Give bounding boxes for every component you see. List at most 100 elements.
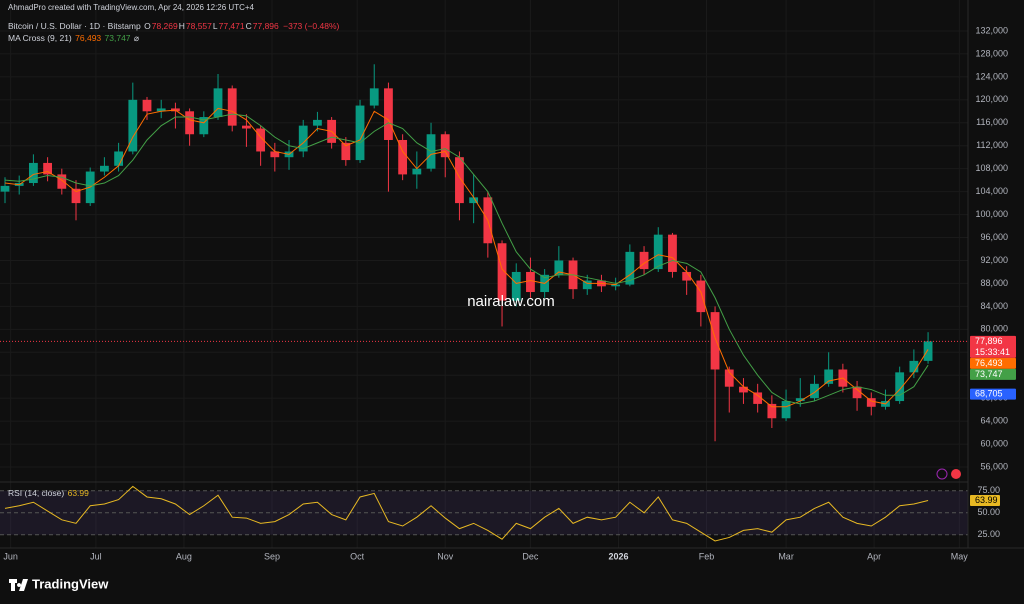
y-tick-label: 120,000 <box>975 94 1008 104</box>
ohlc-key: C <box>245 21 252 31</box>
candle-body <box>497 243 507 301</box>
ohlc-key: H <box>178 21 185 31</box>
candle-body <box>341 142 351 161</box>
candle-body <box>639 251 649 270</box>
candle-body <box>313 119 322 126</box>
y-tick-label: 96,000 <box>980 232 1008 242</box>
symbol: Bitcoin / U.S. Dollar · 1D · Bitstamp <box>8 21 141 31</box>
x-tick-label: Mar <box>778 551 794 561</box>
candle-body <box>227 88 237 126</box>
candle-body <box>739 386 748 393</box>
x-tick-label: Apr <box>867 551 881 561</box>
watermark: nairalaw.com <box>467 293 555 310</box>
price-label-box <box>970 368 1016 380</box>
price-label: 77,896 <box>975 336 1003 346</box>
candle-body <box>270 151 280 158</box>
ma-fast-value: 76,493 <box>75 33 102 43</box>
y-tick-label: 128,000 <box>975 48 1008 58</box>
y-tick-label: 112,000 <box>976 140 1008 150</box>
ohlc-value: 77,896 <box>252 21 279 31</box>
candle-body <box>156 108 166 112</box>
candle-body <box>810 383 819 399</box>
candle-body <box>242 125 251 129</box>
candle-body <box>668 234 677 272</box>
candle-body <box>256 128 266 152</box>
candle-body <box>57 174 67 189</box>
candle-body <box>753 392 763 404</box>
candle-body <box>412 168 422 175</box>
rsi-tick-label: 75.00 <box>977 485 1000 495</box>
candle-body <box>852 386 862 399</box>
candle-body <box>71 188 81 204</box>
y-tick-label: 132,000 <box>975 25 1008 35</box>
candle-body <box>100 165 109 172</box>
candle-body <box>455 157 464 204</box>
x-tick-label: Dec <box>522 551 539 561</box>
candle-body <box>298 125 308 152</box>
y-tick-label: 108,000 <box>975 163 1008 173</box>
rsi-value: 63.99 <box>67 488 89 498</box>
x-tick-label: Sep <box>264 551 280 561</box>
event-icon[interactable] <box>936 468 948 480</box>
y-tick-label: 116,000 <box>976 117 1008 127</box>
candle-body <box>653 234 663 270</box>
candle-body <box>824 369 834 384</box>
candle-body <box>625 251 635 285</box>
rsi-label: 63.99 <box>975 495 998 505</box>
rsi-name: RSI (14, close) <box>8 488 65 498</box>
y-tick-label: 64,000 <box>980 416 1008 426</box>
y-tick-label: 56,000 <box>980 461 1008 471</box>
plot <box>0 64 968 542</box>
x-tick-label: May <box>951 551 969 561</box>
x-tick-label: Nov <box>437 551 454 561</box>
y-tick-label: 100,000 <box>975 209 1008 219</box>
candle-body <box>43 162 53 175</box>
candle-body <box>795 398 805 402</box>
candle-body <box>128 99 138 152</box>
price-label-box <box>970 335 1016 358</box>
x-tick-label: Jun <box>3 551 18 561</box>
y-tick-label: 92,000 <box>980 255 1008 265</box>
x-tick-label: 2026 <box>608 551 628 561</box>
indicator-symbol: ⌀ <box>133 33 140 43</box>
y-tick-label: 88,000 <box>980 278 1008 288</box>
ohlc: O78,269H78,557L77,471C77,896 <box>144 21 280 31</box>
candle-body <box>767 403 777 419</box>
price-label-box <box>970 388 1016 400</box>
candle-body <box>895 372 905 402</box>
axes: Jun Jul Aug Sep Oct Nov Dec 2026 Feb Mar Apr May 56,… <box>3 25 1016 561</box>
rsi-tick-label: 25.00 <box>977 529 1000 539</box>
candle-body <box>469 197 479 204</box>
candle-body <box>526 271 535 293</box>
candle-body <box>710 312 720 370</box>
candle-body <box>781 401 791 419</box>
x-tick-label: Oct <box>350 551 365 561</box>
flag-icon[interactable] <box>951 469 961 479</box>
rsi-line <box>4 485 929 542</box>
price-label: 76,493 <box>975 358 1003 368</box>
grid <box>0 0 968 548</box>
credit: AhmadPro created with TradingView.com, A… <box>8 3 254 12</box>
logo-icon <box>9 579 28 591</box>
y-tick-label: 80,000 <box>980 324 1008 334</box>
price-label: 68,705 <box>975 389 1003 399</box>
ohlc-key: O <box>144 21 151 31</box>
candle-body <box>398 139 408 175</box>
candle-body <box>384 88 393 140</box>
ma-line <box>4 107 929 408</box>
candle-body <box>440 134 450 158</box>
indicator-legend: MA Cross (9, 21) 76,493 73,747 ⌀ <box>8 33 140 44</box>
candle-body <box>611 284 621 287</box>
candle-body <box>682 271 692 281</box>
x-tick-label: Jul <box>90 551 102 561</box>
logo[interactable]: TradingView <box>9 576 109 591</box>
ma-line <box>4 113 929 405</box>
y-tick-label: 60,000 <box>980 438 1008 448</box>
candle-body <box>0 185 10 192</box>
candle-body <box>213 88 223 118</box>
rsi-tick-label: 50.00 <box>977 507 1000 517</box>
symbol-legend: Bitcoin / U.S. Dollar · 1D · Bitstamp O7… <box>8 21 340 31</box>
